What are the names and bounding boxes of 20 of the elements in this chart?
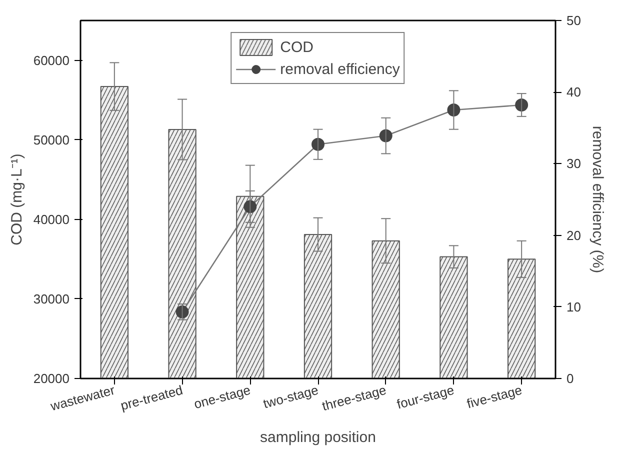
y-tick-label: 20000 [33,371,70,386]
y2-tick-label: 10 [566,299,581,314]
y-tick-label: 60000 [33,52,70,68]
x-axis-title: sampling position [260,428,376,446]
y-tick-label: 40000 [33,212,70,227]
x-tick-label: two-stage [262,382,320,412]
y2-tick-label: 40 [566,84,581,100]
y-axis-title: COD (mg·L⁻¹) [8,154,26,246]
x-tick-label: four-stage [395,382,456,412]
x-tick-label: five-stage [465,382,524,412]
legend-label: COD [280,38,314,56]
y-tick-label: 50000 [33,132,70,148]
y2-tick-label: 0 [566,371,574,386]
y2-tick-label: 20 [566,228,581,243]
x-tick-label: one-stage [192,382,252,412]
y2-tick-label: 30 [566,156,581,172]
legend-label: removal efficiency [280,60,400,78]
y2-tick-label: 50 [566,13,581,28]
y-tick-label: 30000 [33,291,70,306]
y2-axis-title: removal efficiency (%) [588,126,606,274]
